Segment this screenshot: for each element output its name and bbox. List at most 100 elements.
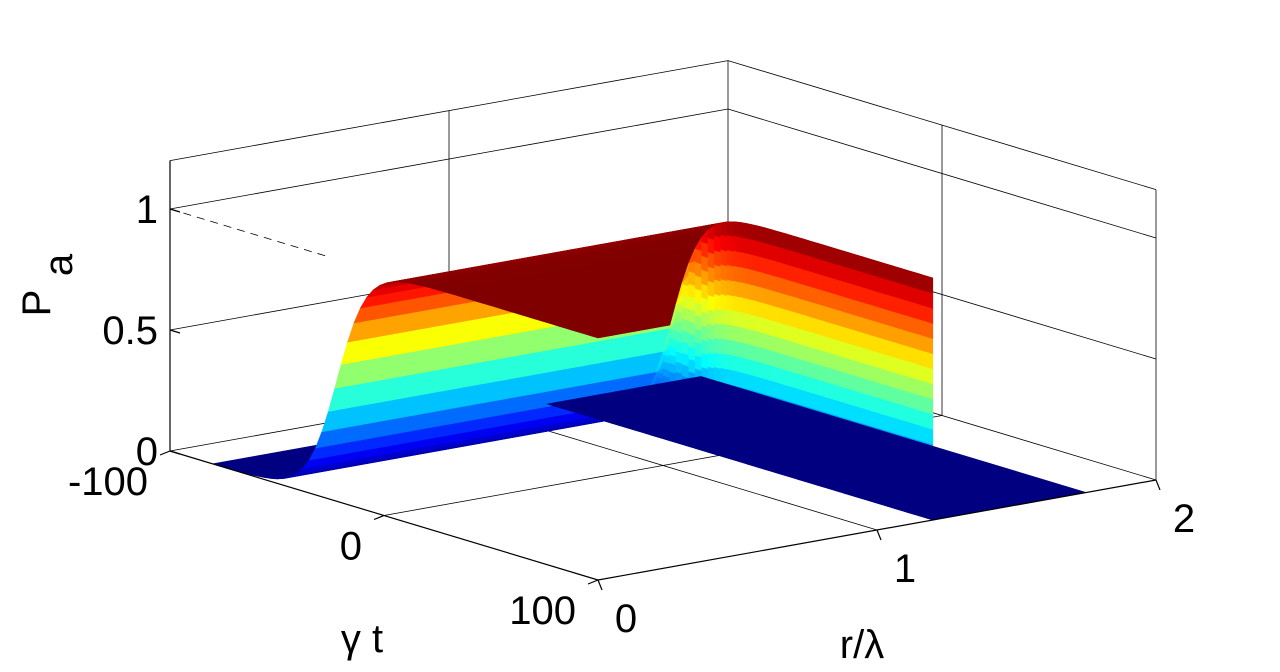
surface-wall-patch (829, 276, 837, 295)
surface-wall-patch (855, 299, 863, 318)
surface-wall-patch (816, 318, 825, 337)
surface-wall-patch (855, 375, 863, 394)
surface-wall-patch (829, 322, 837, 341)
surface-wall-patch (688, 270, 696, 287)
surface-wall-patch (720, 337, 728, 356)
surface-wall-patch (752, 254, 760, 273)
surface-wall-patch (836, 354, 844, 373)
surface-wall-patch (707, 308, 715, 326)
surface-wall-patch (701, 324, 709, 342)
surface-wall-patch (739, 281, 747, 300)
surface-wall-patch (714, 307, 722, 326)
surface-wall-patch (829, 246, 837, 265)
surface-wall-patch (842, 265, 850, 284)
surface-wall-patch (778, 367, 786, 386)
surface-wall-patch (823, 259, 831, 278)
surface-wall-patch (893, 356, 902, 375)
surface-wall-patch (868, 273, 876, 292)
surface-wall-patch (797, 297, 805, 316)
surface-wall-patch (701, 255, 709, 273)
surface-wall-patch (714, 235, 722, 253)
surface-wall-patch (733, 249, 741, 268)
surface-wall-patch (714, 264, 722, 282)
surface-wall-patch (720, 352, 728, 370)
surface-wall-patch (900, 313, 908, 332)
surface-wall-patch (823, 290, 831, 308)
surface-wall-patch (791, 265, 799, 284)
surface-wall-patch (861, 407, 869, 426)
surface-wall-patch (707, 251, 715, 269)
surface-wall-patch (733, 369, 741, 388)
surface-wall-patch (816, 272, 825, 291)
y-tick-2 (587, 579, 599, 585)
surface-wall-patch (861, 392, 869, 411)
surface-wall-patch (906, 300, 914, 319)
surface-wall-patch (759, 346, 767, 365)
surface-wall-patch (868, 379, 876, 398)
surface-wall-patch (739, 236, 747, 255)
grid-zwall-b-3 (727, 60, 1157, 190)
surface-wall-patch (816, 303, 825, 322)
surface-wall-patch (906, 269, 914, 288)
surface-wall-patch (919, 379, 927, 398)
surface-wall-patch (823, 244, 831, 263)
surface-wall-patch (720, 293, 728, 311)
surface-wall-patch (823, 305, 831, 324)
surface-wall-patch (791, 340, 799, 359)
surface-wall-patch (842, 280, 850, 299)
surface-wall-patch (791, 325, 799, 344)
surface-wall-patch (778, 337, 786, 356)
surface-wall-patch (855, 390, 863, 409)
surface-wall-patch (906, 405, 914, 424)
surface-wall-patch (881, 352, 889, 371)
surface-wall-patch (810, 361, 818, 380)
surface-wall-patch (823, 335, 831, 354)
dashed-reference-line (169, 208, 327, 257)
surface-wall-patch (765, 378, 773, 397)
surface-wall-patch (720, 322, 728, 341)
surface-wall-patch (848, 252, 857, 271)
surface-wall-patch (701, 338, 709, 356)
y-axis-label: γ t (341, 617, 383, 661)
surface-wall-patch (771, 229, 780, 248)
surface-wall-patch (746, 373, 754, 391)
surface-wall-patch (797, 312, 805, 331)
surface-wall-patch (861, 301, 869, 320)
surface-wall-patch (810, 331, 818, 350)
surface-wall-patch (765, 257, 773, 276)
surface-wall-patch (887, 354, 895, 373)
surface-wall-patch (727, 264, 735, 282)
surface-wall-patch (906, 315, 914, 334)
surface-wall-patch (810, 301, 818, 320)
surface-wall-patch (842, 386, 850, 405)
surface-wall-patch (727, 249, 735, 267)
surface-wall-patch (804, 329, 812, 348)
surface-wall-patch (881, 277, 889, 296)
surface-wall-patch (816, 348, 825, 367)
surface-wall-patch (836, 399, 844, 418)
surface-wall-patch (842, 356, 850, 375)
surface-wall-patch (707, 294, 715, 312)
surface-wall-patch (842, 310, 850, 329)
surface-wall-patch (810, 255, 818, 274)
surface-wall-patch (919, 364, 927, 383)
surface-wall-patch (739, 296, 747, 315)
surface-wall-patch (823, 365, 831, 384)
surface-wall-patch (701, 296, 709, 314)
surface-wall-patch (881, 292, 889, 311)
surface-wall-patch (881, 413, 889, 432)
surface-wall-patch (926, 320, 934, 339)
surface-wall-patch (842, 295, 850, 314)
surface-wall-patch (752, 299, 760, 318)
surface-wall-patch (893, 311, 902, 330)
surface-wall-patch (861, 377, 869, 396)
surface-wall-patch (919, 319, 927, 338)
surface-wall-patch (759, 240, 767, 259)
surface-wall-patch (926, 336, 934, 355)
surface-wall-patch (752, 329, 760, 348)
surface-wall-patch (900, 358, 908, 377)
surface-wall-patch (926, 381, 934, 400)
surface-wall-patch (823, 274, 831, 293)
surface-wall-patch (829, 352, 837, 371)
surface-wall-patch (829, 307, 837, 326)
